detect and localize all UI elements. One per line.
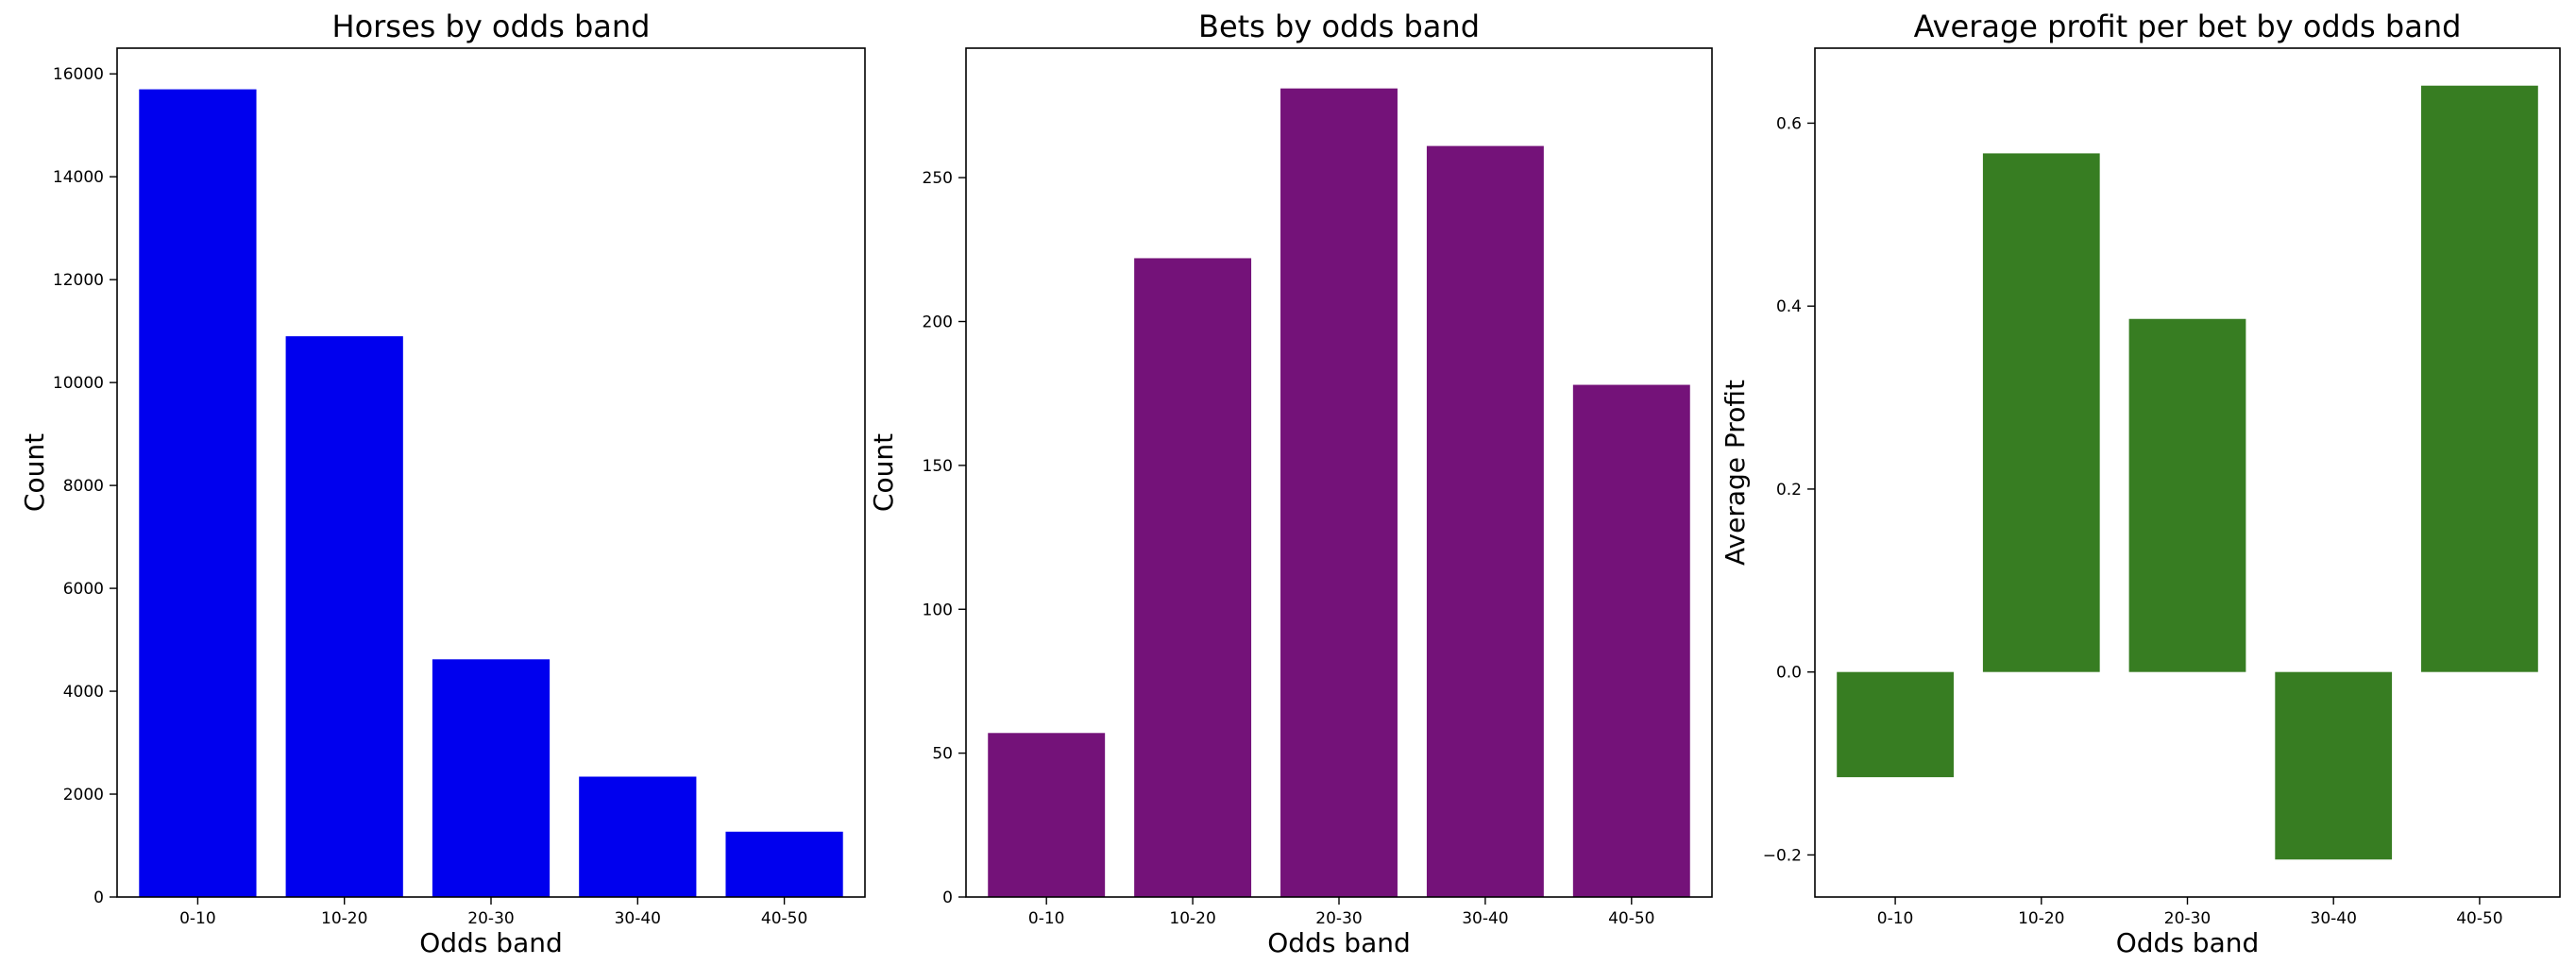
bar-40-50 (725, 831, 843, 897)
x-tick-label: 30-40 (2311, 909, 2357, 928)
y-tick-label: 6000 (63, 580, 104, 599)
x-tick-label: 0-10 (179, 909, 216, 928)
y-axis-label: Count (19, 433, 50, 512)
bar-40-50 (1572, 384, 1690, 897)
y-tick-label: 8000 (63, 477, 104, 496)
x-tick-label: 10-20 (2018, 909, 2064, 928)
bar-10-20 (285, 336, 403, 897)
y-tick-label: 16000 (53, 65, 104, 84)
x-axis-label: Odds band (419, 927, 563, 958)
x-axis-label: Odds band (1267, 927, 1411, 958)
y-tick-label: 250 (923, 169, 953, 188)
chart-title: Horses by odds band (332, 8, 651, 44)
x-tick-label: 20-30 (1315, 909, 1362, 928)
bar-30-40 (2275, 671, 2393, 860)
y-tick-label: 2000 (63, 786, 104, 804)
x-tick-label: 0-10 (1877, 909, 1914, 928)
y-tick-label: 0.6 (1776, 114, 1802, 133)
y-tick-label: 50 (932, 745, 953, 764)
bar-0-10 (139, 89, 257, 898)
y-tick-label: 0 (942, 889, 953, 907)
bar-10-20 (1134, 258, 1252, 898)
y-tick-label: 0 (93, 889, 104, 907)
x-tick-label: 20-30 (2164, 909, 2211, 928)
y-tick-label: 150 (923, 457, 953, 476)
y-tick-label: 0.0 (1776, 664, 1802, 683)
x-tick-label: 40-50 (1608, 909, 1654, 928)
bar-30-40 (579, 776, 697, 897)
x-tick-label: 10-20 (321, 909, 367, 928)
chart-panel-1: 0 2000 4000 6000 8000 10000 12000 14000 16000 0-1… (19, 8, 866, 958)
bar-40-50 (2421, 85, 2538, 672)
y-tick-label: 200 (923, 313, 953, 332)
x-tick-label: 30-40 (1462, 909, 1508, 928)
bar-30-40 (1426, 145, 1544, 898)
y-axis-label: Average Profit (1720, 380, 1751, 566)
x-tick-label: 10-20 (1169, 909, 1215, 928)
x-tick-label: 30-40 (615, 909, 661, 928)
bar-0-10 (988, 733, 1106, 897)
x-tick-label: 40-50 (761, 909, 807, 928)
y-tick-label: 10000 (53, 374, 104, 393)
bar-0-10 (1837, 671, 1954, 778)
bar-20-30 (432, 659, 551, 897)
y-tick-label: 4000 (63, 683, 104, 702)
bar-10-20 (1982, 153, 2100, 672)
x-axis-label: Odds band (2116, 927, 2260, 958)
x-tick-label: 20-30 (467, 909, 514, 928)
y-tick-label: 12000 (53, 271, 104, 290)
chart-panel-3: −0.2 0.0 0.2 0.4 0.6 0-10 10-20 20-30 30-40 40-50… (1720, 8, 2561, 958)
x-tick-label: 40-50 (2456, 909, 2502, 928)
y-tick-label: 0.2 (1776, 481, 1802, 499)
bar-20-30 (2128, 318, 2246, 672)
y-tick-label: 0.4 (1776, 297, 1802, 316)
chart-panel-2: 0 50 100 150 200 250 0-10 10-20 20-30 30-40 40-50 B… (868, 8, 1713, 958)
y-axis-label: Count (868, 433, 899, 512)
y-tick-label: 100 (923, 601, 953, 619)
chart-title: Bets by odds band (1198, 8, 1480, 44)
y-tick-label: 14000 (53, 168, 104, 187)
x-tick-label: 0-10 (1028, 909, 1065, 928)
bar-20-30 (1280, 88, 1398, 897)
chart-title: Average profit per bet by odds band (1914, 8, 2462, 44)
y-tick-label: −0.2 (1763, 846, 1802, 865)
